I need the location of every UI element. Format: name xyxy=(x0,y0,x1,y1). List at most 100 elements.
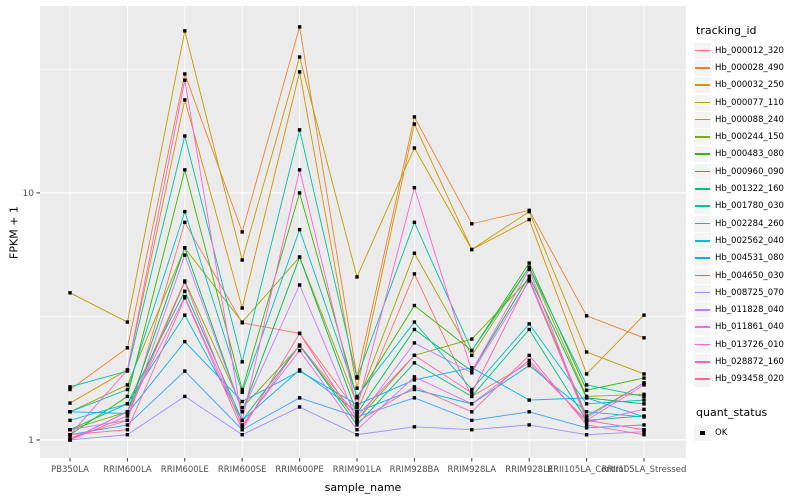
data-point xyxy=(183,98,187,102)
data-point xyxy=(527,353,531,358)
legend-item-label: Hb_011828_040 xyxy=(715,305,784,316)
x-tick-label: RRIM901LA xyxy=(333,465,382,475)
data-point xyxy=(297,369,302,373)
data-point xyxy=(183,369,187,373)
color-key xyxy=(694,77,711,94)
x-tick-label: RRIM928BA xyxy=(390,465,440,475)
color-line-icon xyxy=(695,101,710,104)
data-point xyxy=(470,371,474,375)
data-point xyxy=(470,366,474,370)
data-point xyxy=(125,402,130,406)
data-point xyxy=(412,320,417,324)
legend-item-Hb_013726_010: Hb_013726_010 xyxy=(694,336,800,353)
data-point xyxy=(412,385,417,389)
data-point xyxy=(412,185,417,190)
data-point xyxy=(183,78,187,82)
data-point xyxy=(470,402,474,406)
legend-item-label: Hb_004650_030 xyxy=(715,270,784,281)
data-point xyxy=(125,394,130,399)
color-key xyxy=(694,267,711,284)
legend-item-Hb_000077_110: Hb_000077_110 xyxy=(694,94,800,111)
legend-item-label: Hb_000032_250 xyxy=(715,80,784,91)
data-point xyxy=(183,72,187,76)
data-point xyxy=(355,275,359,279)
color-line-icon xyxy=(695,360,710,363)
legend-item-Hb_001780_030: Hb_001780_030 xyxy=(694,198,800,215)
data-point xyxy=(240,410,244,414)
legend-item-label: Hb_011861_040 xyxy=(715,322,784,333)
legend-item-Hb_004531_080: Hb_004531_080 xyxy=(694,250,800,267)
data-point xyxy=(584,396,589,400)
data-point xyxy=(527,209,531,214)
data-point xyxy=(412,272,417,276)
color-key xyxy=(694,232,711,249)
data-point xyxy=(584,423,589,427)
legend-item-Hb_000028_490: Hb_000028_490 xyxy=(694,59,800,76)
color-key xyxy=(694,59,711,76)
data-point xyxy=(527,358,531,363)
data-point xyxy=(240,406,244,410)
data-point xyxy=(584,388,589,392)
x-tick-label: RRIM600PE xyxy=(275,465,323,475)
legend-title-quant-status: quant_status xyxy=(696,405,768,419)
color-line-icon xyxy=(695,118,710,121)
x-tick-label: RRIM928LE xyxy=(505,465,553,475)
legend-item-label: Hb_000960_090 xyxy=(715,166,784,177)
data-point xyxy=(183,289,187,293)
data-point xyxy=(183,29,187,33)
color-line-icon xyxy=(695,49,710,52)
data-point xyxy=(297,25,302,29)
data-point xyxy=(68,387,72,392)
data-point xyxy=(183,134,187,138)
x-tick-label: RRIM600SE xyxy=(218,465,267,475)
color-line-icon xyxy=(695,84,710,86)
data-point xyxy=(240,320,244,324)
data-point xyxy=(642,372,646,376)
data-point xyxy=(642,402,646,406)
data-point xyxy=(412,327,417,332)
color-key xyxy=(694,371,711,388)
data-point xyxy=(642,383,646,387)
data-point xyxy=(470,387,474,392)
data-point xyxy=(240,418,244,423)
data-point xyxy=(355,432,359,437)
data-point xyxy=(412,396,417,400)
y-tick-label: 1 xyxy=(28,436,34,446)
data-point xyxy=(584,314,589,318)
data-point xyxy=(125,418,130,423)
data-point xyxy=(412,341,417,345)
legend-item-Hb_000960_090: Hb_000960_090 xyxy=(694,163,800,180)
data-point xyxy=(642,376,646,380)
data-point xyxy=(470,222,474,226)
legend-item-label: Hb_013726_010 xyxy=(715,339,784,350)
data-point xyxy=(68,438,72,442)
data-point xyxy=(642,336,646,340)
data-point xyxy=(470,428,474,432)
data-point xyxy=(470,418,474,423)
data-point xyxy=(642,398,646,402)
data-point xyxy=(183,246,187,250)
color-key xyxy=(694,146,711,163)
data-point xyxy=(297,55,302,59)
data-point xyxy=(355,414,359,418)
data-point xyxy=(470,348,474,353)
data-point xyxy=(470,391,474,395)
color-key xyxy=(694,198,711,215)
data-point xyxy=(68,428,72,432)
data-point xyxy=(470,337,474,341)
color-key xyxy=(694,302,711,319)
color-line-icon xyxy=(695,136,710,138)
data-point xyxy=(240,258,244,262)
data-point xyxy=(125,387,130,392)
legend-item-label: Hb_001780_030 xyxy=(715,201,784,212)
legend-item-label: OK xyxy=(715,427,728,438)
data-point xyxy=(297,283,302,287)
data-point xyxy=(642,415,646,419)
color-key xyxy=(694,284,711,301)
data-point xyxy=(412,303,417,308)
data-point xyxy=(642,432,646,437)
color-line-icon xyxy=(695,326,710,328)
data-point xyxy=(355,428,359,432)
data-point xyxy=(584,418,589,423)
data-point xyxy=(297,227,302,232)
